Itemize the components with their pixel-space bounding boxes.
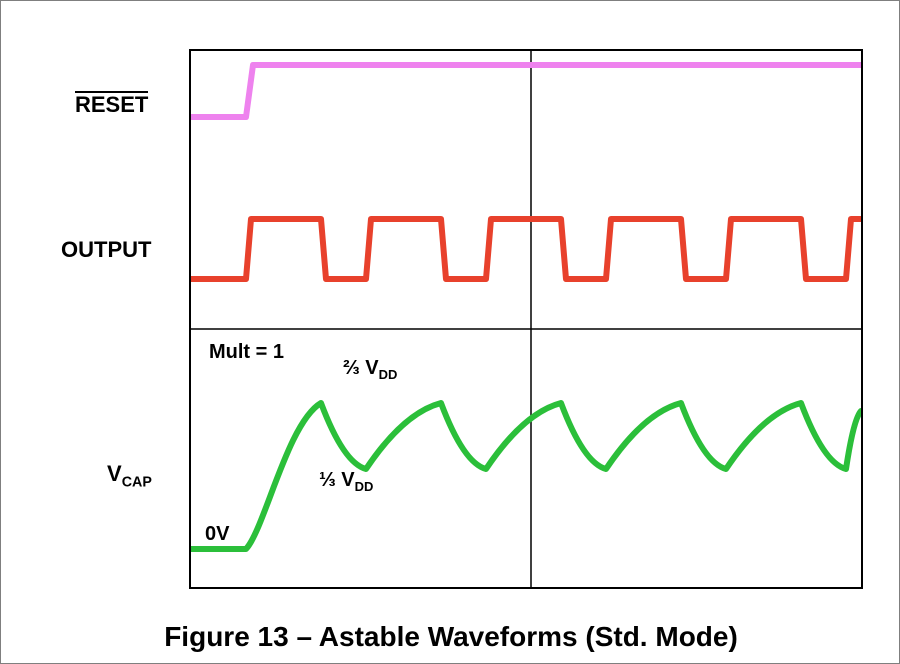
vcap-prefix: V: [107, 461, 122, 486]
output-label: OUTPUT: [61, 237, 151, 263]
figure-caption: Figure 13 – Astable Waveforms (Std. Mode…: [1, 621, 900, 653]
waveform-svg: [191, 51, 861, 587]
reset-label: RESET: [75, 91, 148, 118]
two-thirds-text: ⅔ V: [343, 357, 379, 379]
vcap-label: VCAP: [107, 461, 152, 490]
zero-v-annotation: 0V: [205, 523, 229, 546]
reset-text: RESET: [75, 91, 148, 116]
two-thirds-sub: DD: [379, 367, 398, 382]
two-thirds-vdd-annotation: ⅔ VDD: [343, 357, 397, 382]
plot-area: Mult = 1 ⅔ VDD ⅓ VDD 0V: [189, 49, 863, 589]
vcap-sub: CAP: [122, 474, 152, 490]
figure-container: Mult = 1 ⅔ VDD ⅓ VDD 0V RESET OUTPUT VCA…: [0, 0, 900, 664]
one-third-vdd-annotation: ⅓ VDD: [319, 469, 373, 494]
one-third-text: ⅓ V: [319, 469, 355, 491]
one-third-sub: DD: [355, 479, 374, 494]
mult-annotation: Mult = 1: [209, 341, 284, 364]
